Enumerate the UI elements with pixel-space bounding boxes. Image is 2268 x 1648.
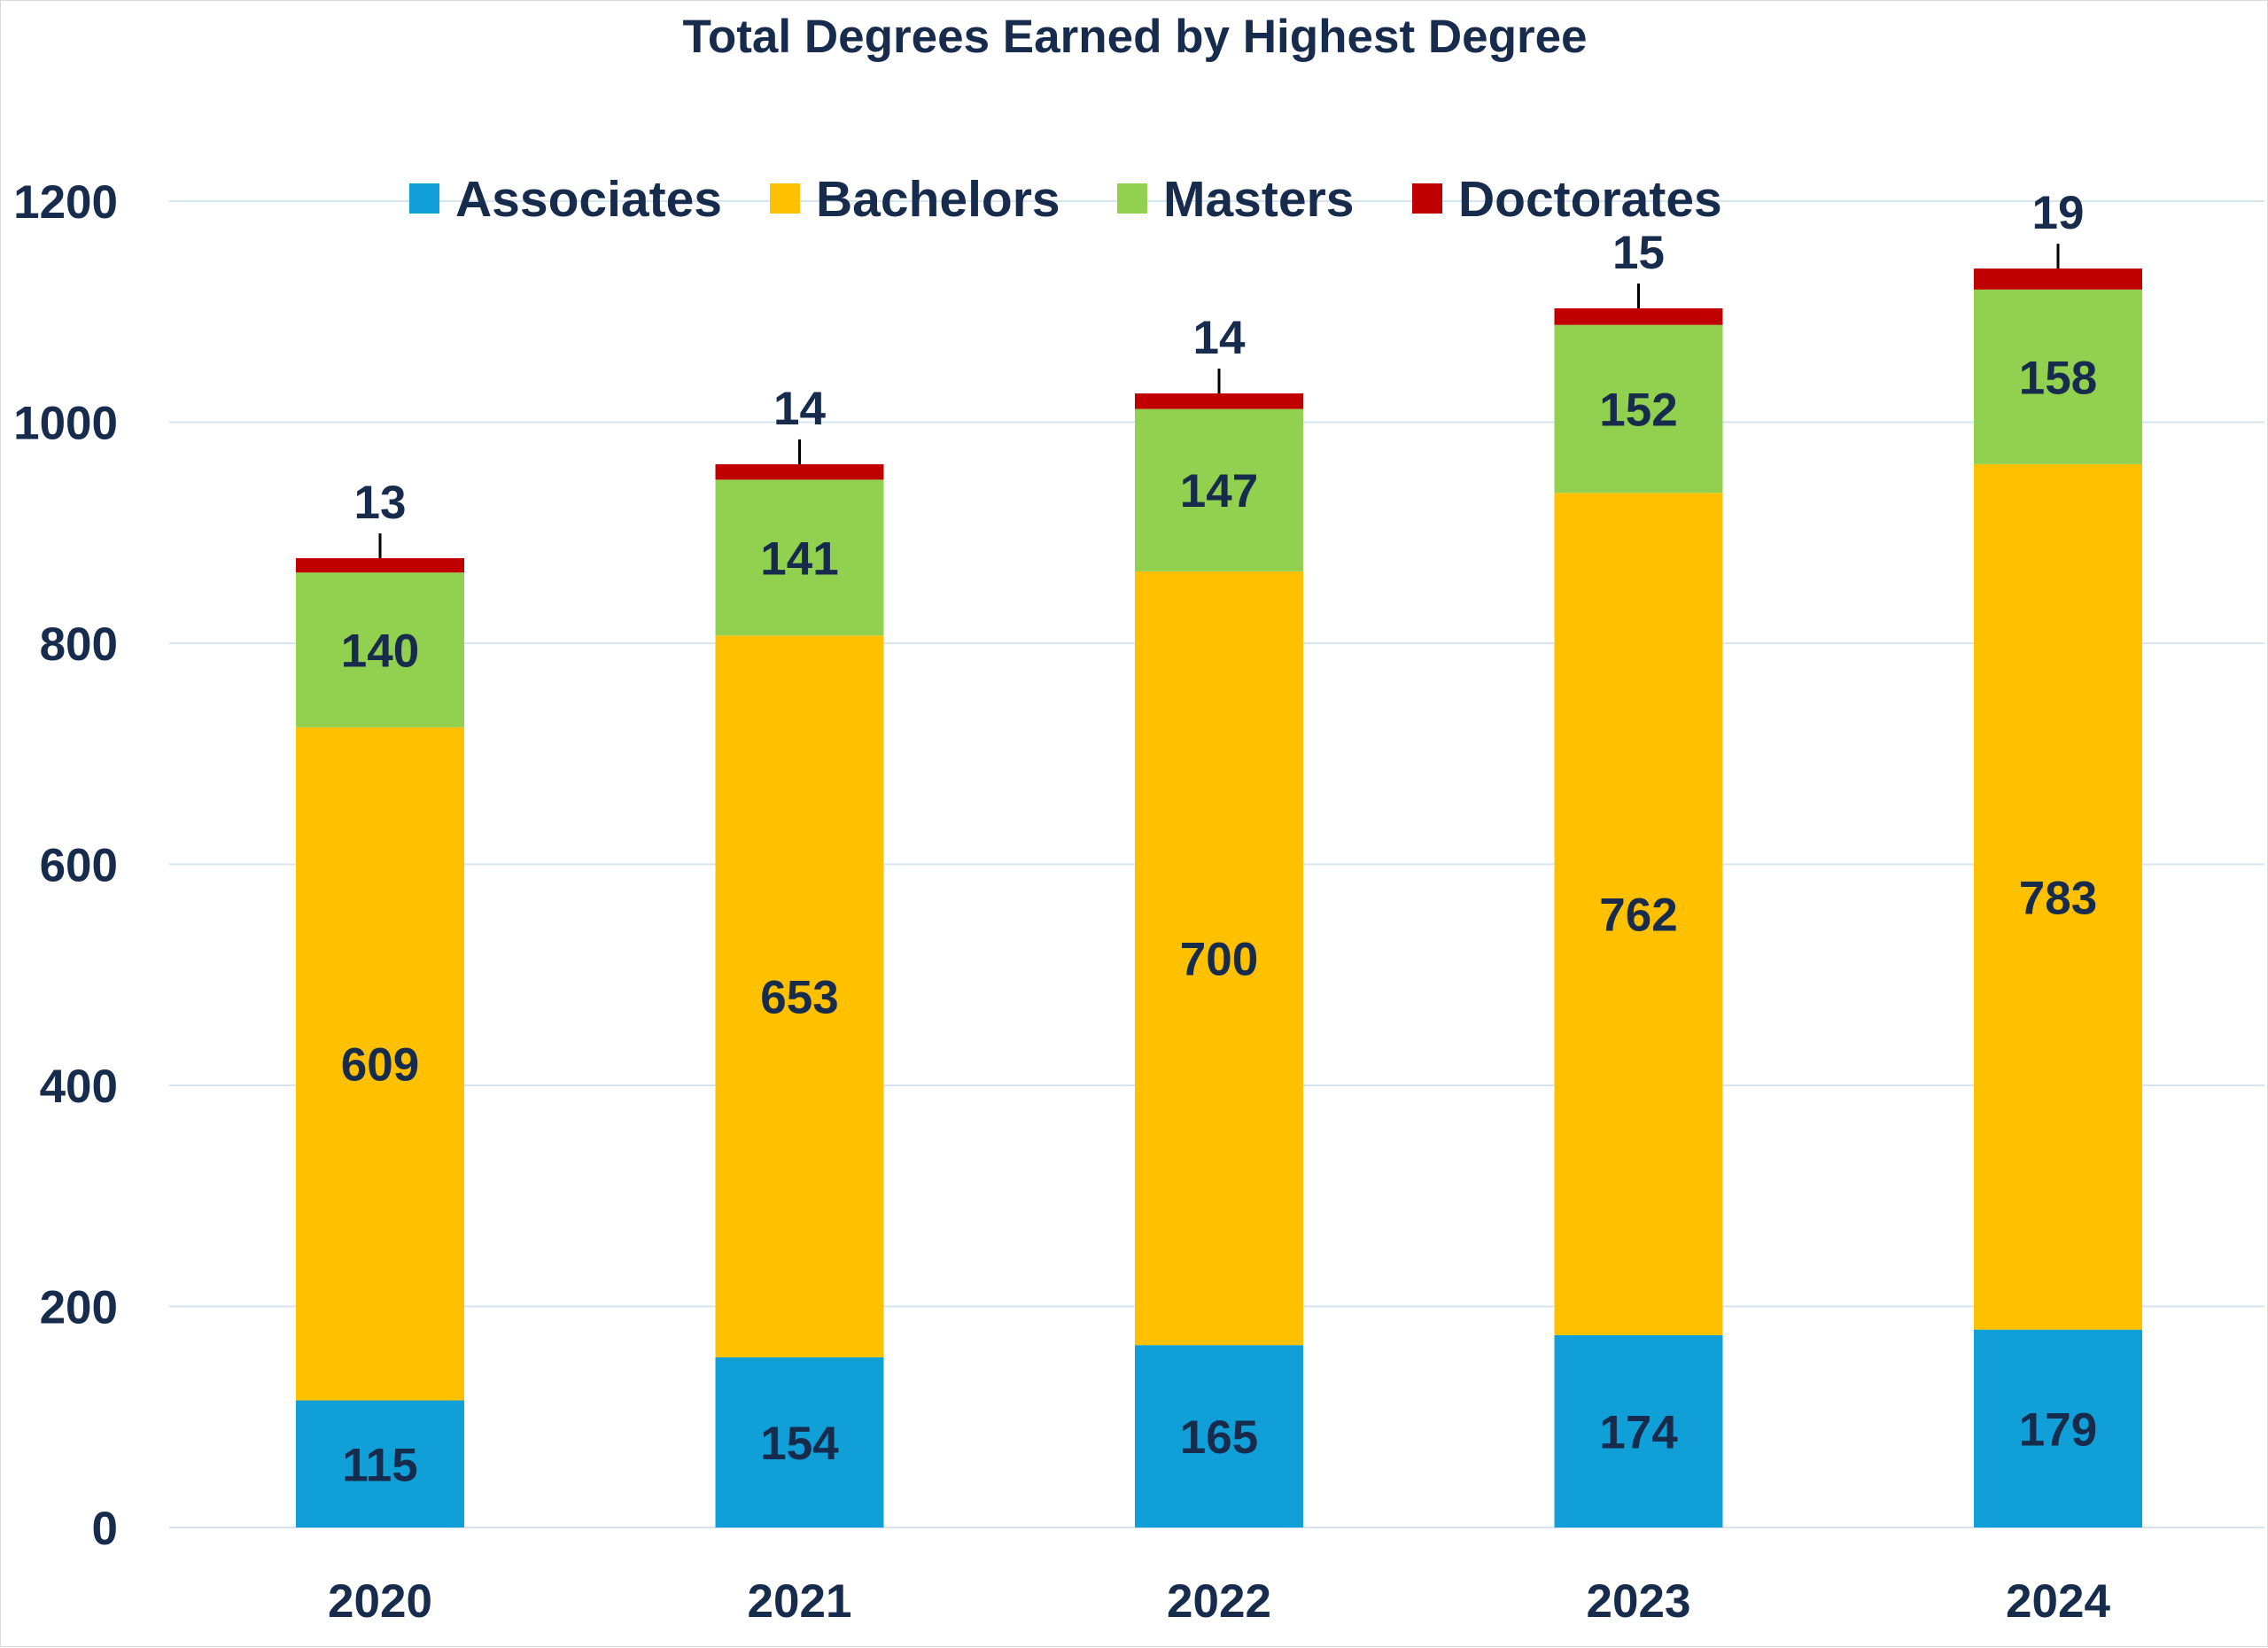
data-label-masters-2020: 140 <box>341 625 419 677</box>
bar-doctorates-2024 <box>1974 268 2142 290</box>
bar-associates-2020 <box>296 1400 464 1528</box>
x-tick-label-2021: 2021 <box>748 1575 852 1628</box>
bar-masters-2020 <box>296 572 464 727</box>
x-tick-label-2023: 2023 <box>1587 1575 1691 1628</box>
legend-swatch-bachelors <box>770 183 800 214</box>
x-axis-ticks: 2020 2021 2022 2023 2024 <box>328 1575 2110 1628</box>
data-label-doctorates-2023: 15 <box>1612 227 1665 279</box>
y-tick-label: 400 <box>40 1061 118 1113</box>
data-label-associates-2023: 174 <box>1599 1406 1678 1458</box>
bar-doctorates-2023 <box>1554 308 1723 325</box>
data-label-doctorates-2021: 14 <box>773 383 826 435</box>
bars <box>296 268 2142 1528</box>
data-label-masters-2021: 141 <box>760 532 838 585</box>
x-tick-label-2020: 2020 <box>328 1575 432 1628</box>
bar-masters-2021 <box>715 479 884 636</box>
bar-bachelors-2021 <box>715 635 884 1357</box>
data-labels: 115 609 140 13 154 653 141 14 165 700 147 14 174 762 1… <box>341 187 2097 1491</box>
data-label-masters-2024: 158 <box>2019 352 2097 404</box>
data-label-doctorates-2020: 13 <box>354 477 407 529</box>
bar-associates-2022 <box>1135 1345 1303 1528</box>
data-label-doctorates-2022: 14 <box>1193 312 1246 364</box>
bar-masters-2024 <box>1974 289 2142 464</box>
data-label-bachelors-2022: 700 <box>1180 934 1258 986</box>
data-label-masters-2022: 147 <box>1180 465 1258 517</box>
bar-bachelors-2023 <box>1554 493 1723 1335</box>
bar-associates-2021 <box>715 1356 884 1528</box>
bar-bachelors-2020 <box>296 727 464 1401</box>
bar-associates-2024 <box>1974 1329 2142 1528</box>
y-tick-label: 800 <box>40 618 118 671</box>
bar-bachelors-2024 <box>1974 463 2142 1330</box>
legend-label-masters: Masters <box>1163 171 1354 228</box>
data-label-associates-2022: 165 <box>1180 1411 1258 1464</box>
data-label-bachelors-2024: 783 <box>2019 872 2097 924</box>
legend-label-bachelors: Bachelors <box>816 171 1060 228</box>
chart-title: Total Degrees Earned by Highest Degree <box>682 11 1587 63</box>
x-tick-label-2022: 2022 <box>1167 1575 1271 1628</box>
legend: Associates Bachelors Masters Doctorates <box>409 171 1722 228</box>
data-label-bachelors-2020: 609 <box>341 1039 419 1092</box>
y-tick-label: 1000 <box>13 398 118 450</box>
y-tick-label: 600 <box>40 840 118 892</box>
bar-bachelors-2022 <box>1135 571 1303 1346</box>
data-label-doctorates-2024: 19 <box>2032 187 2085 239</box>
bar-associates-2023 <box>1554 1334 1723 1528</box>
bar-doctorates-2021 <box>715 463 884 480</box>
data-label-bachelors-2023: 762 <box>1599 890 1677 942</box>
y-axis-ticks: 0 200 400 600 800 1000 1200 <box>13 176 118 1555</box>
legend-label-doctorates: Doctorates <box>1458 171 1722 228</box>
y-tick-label: 200 <box>40 1282 118 1334</box>
legend-swatch-masters <box>1117 183 1147 214</box>
data-label-bachelors-2021: 653 <box>760 972 838 1024</box>
data-label-associates-2021: 154 <box>760 1418 839 1470</box>
legend-swatch-associates <box>409 183 439 214</box>
y-tick-label: 0 <box>92 1503 118 1555</box>
legend-swatch-doctorates <box>1412 183 1442 214</box>
x-tick-label-2024: 2024 <box>2006 1575 2110 1628</box>
data-label-masters-2023: 152 <box>1599 385 1677 437</box>
bar-doctorates-2020 <box>296 557 464 573</box>
bar-masters-2023 <box>1554 324 1723 494</box>
bar-doctorates-2022 <box>1135 393 1303 409</box>
data-label-associates-2020: 115 <box>342 1439 418 1491</box>
legend-label-associates: Associates <box>455 171 722 228</box>
data-label-associates-2024: 179 <box>2019 1403 2097 1456</box>
bar-masters-2022 <box>1135 408 1303 571</box>
y-tick-label: 1200 <box>13 176 118 229</box>
